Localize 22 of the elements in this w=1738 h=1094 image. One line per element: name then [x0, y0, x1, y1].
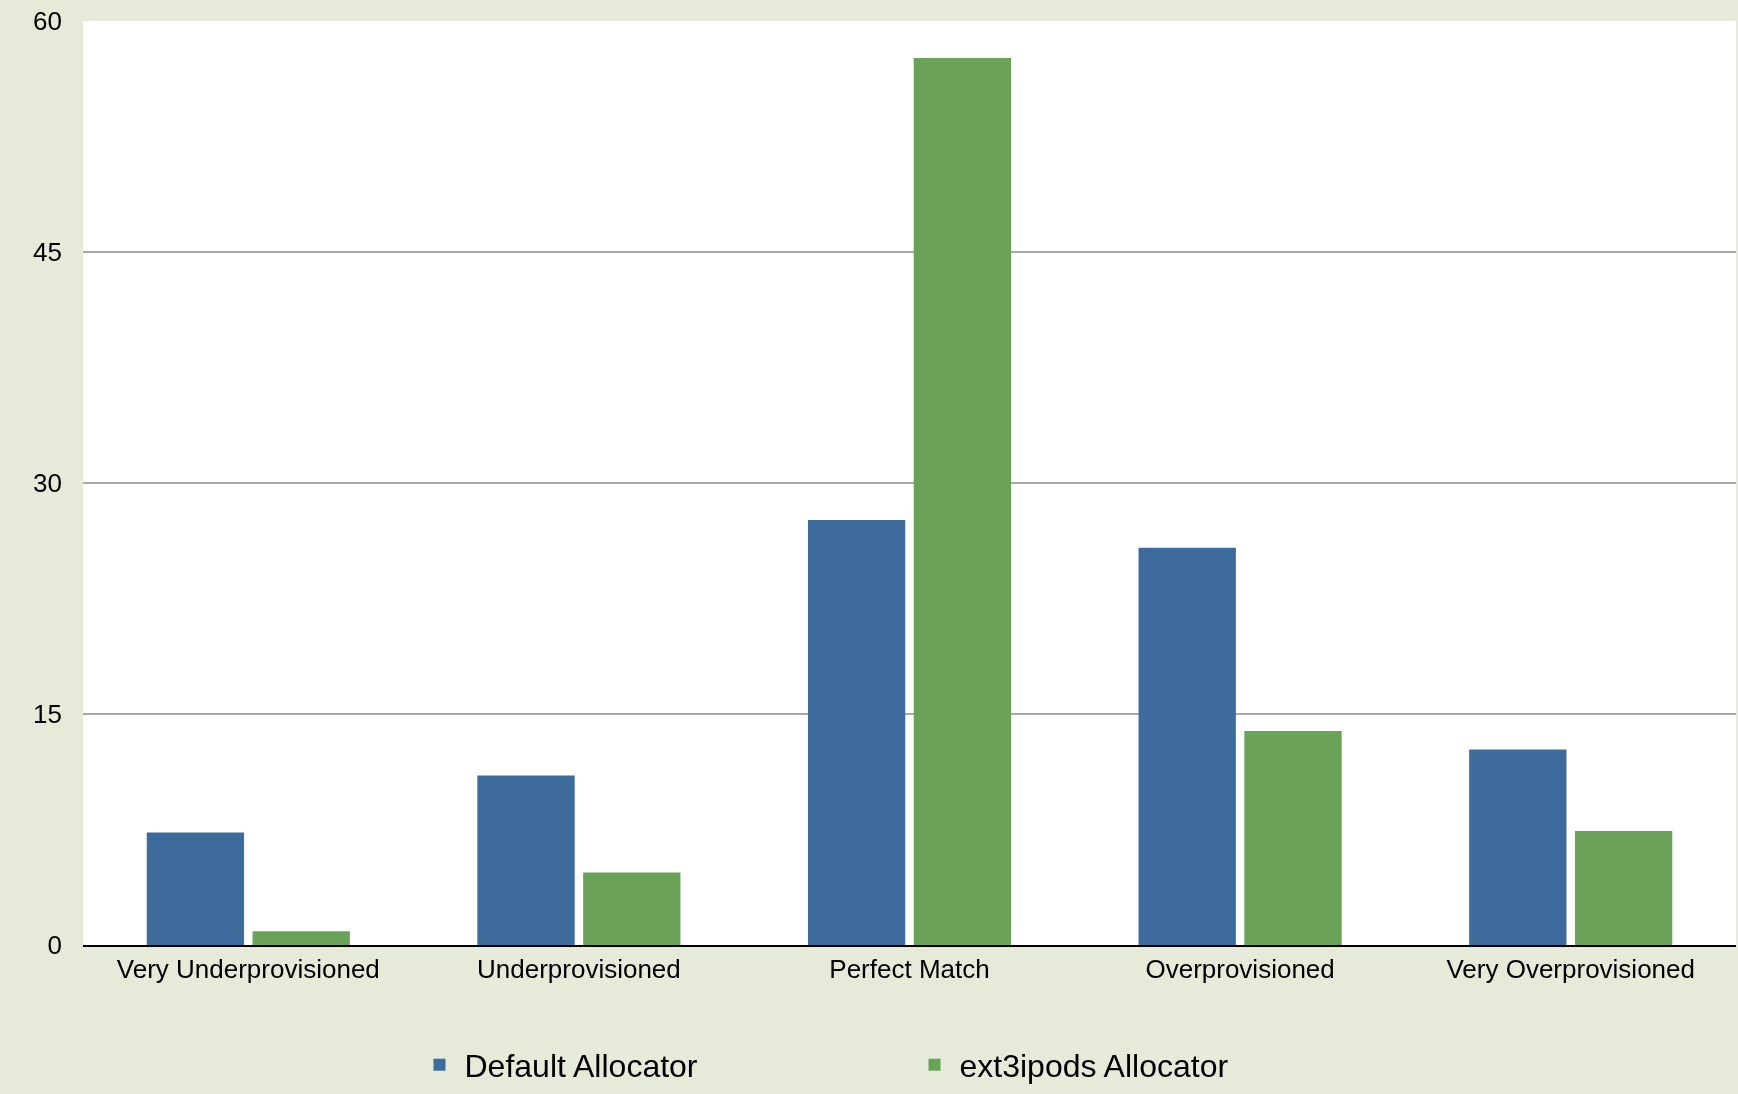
bar: [807, 519, 906, 945]
legend-label: Default Allocator: [464, 1048, 698, 1085]
bar: [1138, 547, 1236, 945]
bar: [1244, 730, 1342, 945]
bar: [1574, 831, 1673, 945]
bar: [477, 775, 575, 945]
x-tick-label: Very Underprovisioned: [116, 954, 380, 985]
legend-label: ext3ipods Allocator: [959, 1048, 1229, 1085]
x-tick-label: Underprovisioned: [477, 954, 681, 985]
bar: [146, 832, 245, 945]
y-tick-label: 60: [33, 6, 62, 37]
x-tick-label: Very Overprovisioned: [1446, 954, 1695, 985]
y-tick-label: 15: [33, 699, 62, 730]
y-tick-label: 45: [33, 237, 62, 268]
x-tick-label: Perfect Match: [829, 954, 990, 985]
bar: [1469, 749, 1567, 945]
bar: [913, 57, 1012, 945]
bar: [583, 872, 681, 945]
y-tick-label: 30: [33, 468, 62, 499]
x-tick-label: Overprovisioned: [1145, 954, 1335, 985]
y-tick-label: 0: [47, 930, 62, 961]
bar: [252, 931, 350, 945]
